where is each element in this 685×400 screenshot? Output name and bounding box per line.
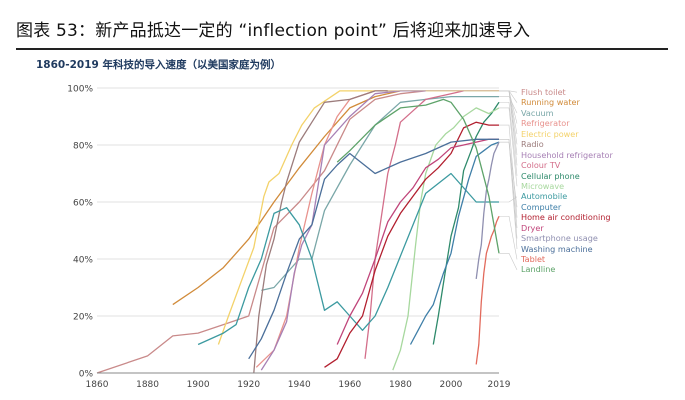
chart-title: 1860-2019 年科技的导入速度（以美国家庭为例） <box>36 59 281 71</box>
legend-item-electric-power: Electric power <box>521 128 579 139</box>
series-line-automobile <box>197 172 499 346</box>
series-line-cellular-phone <box>432 101 500 345</box>
legend-item-radio: Radio <box>521 139 544 150</box>
x-tick-label: 1880 <box>136 380 159 390</box>
legend-connector <box>499 215 518 260</box>
legend-item-dryer: Dryer <box>521 222 544 233</box>
series-line-landline <box>336 98 500 254</box>
legend-connector <box>499 141 518 239</box>
legend-connector <box>499 253 518 271</box>
figure-title: 图表 53：新产品抵达一定的 “inflection point” 后将迎来加速… <box>16 21 531 41</box>
legend: Flush toilet Running water Vacuum Refrigera… <box>521 87 613 275</box>
series-line-electric-power <box>217 90 499 345</box>
axes: 0% 20% 40% 60% 80% 100% 1860 1880 1900 1920 1940 19… <box>67 85 510 391</box>
series-line-radio <box>253 90 388 374</box>
legend-item-flush-toilet: Flush toilet <box>521 87 566 97</box>
x-tick-label: 1940 <box>288 380 311 390</box>
legend-item-refrigerator: Refrigerator <box>521 118 570 129</box>
series-line-smartphone-usage <box>475 141 500 279</box>
legend-item-automobile: Automobile <box>521 191 568 202</box>
legend-item-home-air-conditioning: Home air conditioning <box>521 212 611 223</box>
x-tick-label: 1900 <box>187 380 210 390</box>
series-line-washing-machine <box>248 138 499 360</box>
legend-item-smartphone-usage: Smartphone usage <box>521 233 598 244</box>
legend-item-landline: Landline <box>521 264 556 275</box>
series-line-computer <box>409 141 500 345</box>
y-tick-label: 60% <box>73 199 93 209</box>
series-line-dryer <box>336 138 499 345</box>
series-line-vacuum <box>261 95 499 292</box>
gridlines <box>97 87 499 317</box>
x-tick-label: 1920 <box>237 380 260 390</box>
legend-connector <box>499 107 518 187</box>
y-tick-label: 0% <box>79 370 94 380</box>
legend-connector <box>499 139 518 249</box>
legend-item-microwave: Microwave <box>521 180 565 191</box>
series-line-running-water <box>172 90 499 306</box>
x-tick-label: 2000 <box>440 380 463 390</box>
series-line-tablet <box>475 216 500 365</box>
series-line-refrigerator <box>255 90 499 368</box>
legend-item-tablet: Tablet <box>521 254 546 264</box>
legend-connector <box>499 96 518 114</box>
legend-item-vacuum: Vacuum <box>521 107 554 118</box>
series-line-flush-toilet <box>96 90 499 374</box>
x-tick-label: 1860 <box>86 380 109 390</box>
legend-connector <box>387 90 518 145</box>
legend-item-running-water: Running water <box>521 97 580 108</box>
series-line-microwave <box>392 107 500 371</box>
legend-item-cellular-phone: Cellular phone <box>521 170 580 181</box>
y-tick-label: 40% <box>73 256 93 266</box>
legend-item-colour-tv: Colour TV <box>521 160 561 171</box>
x-tick-label: 1960 <box>338 380 361 390</box>
series-line-home-air-conditioning <box>324 121 499 368</box>
x-tick-label: 1980 <box>389 380 412 390</box>
legend-connectors <box>387 90 518 271</box>
legend-item-household-refrigerator: Household refrigerator <box>521 149 613 160</box>
x-tick-label: 2019 <box>488 380 511 390</box>
legend-item-computer: Computer <box>521 201 562 212</box>
y-tick-label: 100% <box>67 85 93 95</box>
legend-item-washing-machine: Washing machine <box>521 243 593 254</box>
y-tick-label: 20% <box>73 313 93 323</box>
title-divider <box>16 48 668 50</box>
y-tick-label: 80% <box>73 142 93 152</box>
legend-connector <box>499 101 518 176</box>
series-lines <box>96 90 500 374</box>
legend-connector <box>463 90 518 166</box>
legend-connector <box>499 124 518 218</box>
